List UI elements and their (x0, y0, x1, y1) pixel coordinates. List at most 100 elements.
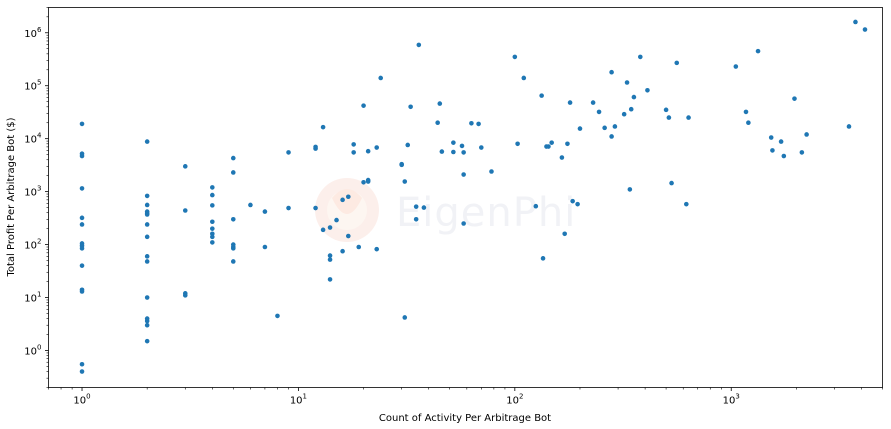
data-point-42 (230, 170, 236, 175)
data-point-48 (248, 202, 253, 208)
x-tick-label-3: 103 (723, 393, 740, 407)
x-axis-ticks: 100 101 102 103 (48, 387, 883, 407)
data-point-3 (79, 186, 85, 191)
data-point-43 (230, 217, 236, 222)
data-point-92 (451, 140, 456, 145)
data-point-68 (351, 142, 356, 147)
data-point-130 (645, 87, 650, 93)
data-point-147 (804, 132, 809, 137)
y-axis-ticks: 100 101 102 103 104 105 106 (24, 7, 49, 388)
data-point-4 (79, 215, 85, 221)
data-point-28 (144, 338, 150, 344)
y-tick-label-0: 100 (24, 343, 41, 357)
data-point-139 (746, 120, 751, 126)
data-point-49 (262, 209, 268, 214)
data-point-89 (435, 120, 440, 126)
data-point-97 (461, 221, 466, 226)
data-point-94 (459, 143, 465, 149)
data-point-144 (781, 153, 787, 159)
data-point-131 (663, 107, 669, 113)
data-point-101 (489, 169, 494, 174)
data-point-72 (361, 180, 366, 185)
data-point-21 (144, 234, 150, 240)
data-point-20 (144, 222, 150, 227)
data-point-103 (515, 141, 520, 147)
data-point-67 (346, 233, 351, 239)
data-point-93 (451, 149, 456, 155)
data-point-146 (799, 150, 805, 155)
x-tick-label-2: 102 (506, 393, 523, 407)
data-point-12 (79, 361, 85, 367)
data-point-30 (182, 208, 188, 213)
data-point-32 (182, 293, 188, 298)
data-point-113 (565, 141, 570, 147)
data-point-135 (684, 201, 689, 207)
data-point-57 (320, 124, 326, 130)
data-point-63 (334, 217, 339, 223)
data-point-90 (437, 101, 443, 106)
data-point-84 (408, 104, 413, 110)
x-tick-label-0: 100 (73, 393, 90, 407)
data-point-116 (575, 201, 580, 207)
data-point-5 (79, 222, 85, 227)
data-point-99 (476, 121, 481, 127)
data-point-52 (286, 150, 291, 155)
data-point-9 (79, 263, 85, 268)
data-point-91 (439, 149, 445, 154)
data-point-27 (144, 322, 150, 328)
data-point-128 (631, 94, 637, 100)
data-point-115 (570, 198, 575, 204)
data-point-55 (313, 146, 318, 151)
data-point-26 (144, 318, 150, 324)
data-point-0 (79, 121, 85, 127)
data-point-37 (210, 226, 215, 231)
data-point-81 (402, 179, 408, 184)
data-point-62 (327, 277, 333, 282)
data-point-24 (144, 295, 150, 300)
data-point-118 (590, 100, 596, 105)
data-point-66 (346, 194, 351, 200)
data-point-41 (230, 155, 236, 161)
data-point-47 (230, 259, 236, 264)
data-point-111 (559, 155, 565, 160)
data-point-70 (356, 244, 362, 250)
data-point-121 (609, 134, 614, 139)
data-point-33 (210, 185, 215, 190)
data-point-8 (79, 246, 85, 251)
data-point-137 (733, 64, 739, 69)
data-point-149 (853, 19, 858, 25)
data-point-23 (144, 259, 150, 264)
data-point-88 (421, 205, 427, 210)
data-point-95 (461, 150, 466, 155)
data-point-114 (567, 100, 573, 105)
watermark-text: EigenPhi (396, 190, 576, 236)
data-point-145 (792, 96, 797, 101)
data-point-39 (210, 234, 215, 240)
data-point-58 (320, 227, 326, 233)
data-point-78 (378, 75, 384, 81)
data-point-46 (230, 246, 236, 251)
data-point-87 (416, 42, 422, 48)
data-point-136 (686, 115, 691, 120)
data-point-122 (609, 69, 614, 75)
watermark: EigenPhi (315, 178, 576, 242)
data-point-83 (405, 142, 411, 148)
data-point-65 (340, 248, 345, 254)
data-point-102 (512, 54, 518, 60)
data-point-51 (275, 313, 280, 319)
data-point-85 (413, 204, 419, 209)
data-point-150 (862, 27, 868, 32)
data-point-22 (144, 254, 150, 259)
data-point-36 (210, 219, 215, 225)
x-axis-label: Count of Activity Per Arbitrage Bot (379, 413, 551, 424)
data-point-140 (755, 48, 761, 54)
y-tick-label-5: 105 (24, 79, 41, 93)
data-point-34 (210, 192, 215, 198)
data-point-148 (846, 124, 852, 129)
data-point-2 (79, 153, 85, 159)
data-point-15 (144, 193, 150, 199)
plot-area (48, 7, 883, 388)
data-point-14 (144, 139, 150, 144)
y-tick-label-4: 104 (24, 132, 42, 146)
